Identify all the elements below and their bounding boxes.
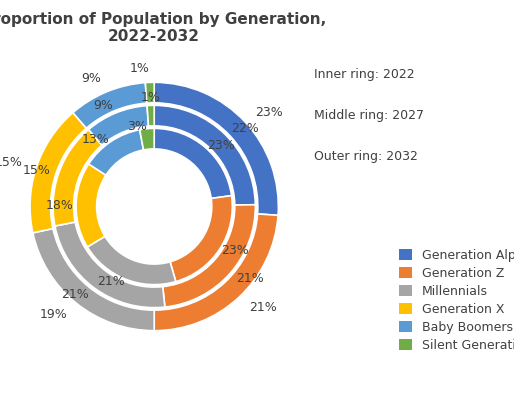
Wedge shape	[140, 128, 154, 150]
Wedge shape	[145, 82, 154, 103]
Wedge shape	[73, 83, 147, 128]
Wedge shape	[30, 113, 86, 233]
Text: 3%: 3%	[127, 120, 146, 133]
Text: 19%: 19%	[40, 308, 67, 321]
Text: Outer ring: 2032: Outer ring: 2032	[314, 150, 417, 164]
Text: 9%: 9%	[81, 72, 101, 85]
Text: 23%: 23%	[207, 140, 234, 152]
Text: 1%: 1%	[140, 91, 160, 104]
Wedge shape	[87, 236, 176, 285]
Wedge shape	[154, 105, 255, 205]
Text: 21%: 21%	[62, 288, 89, 301]
Wedge shape	[88, 130, 143, 175]
Text: 13%: 13%	[82, 133, 109, 147]
Text: 15%: 15%	[23, 164, 51, 177]
Text: Inner ring: 2022: Inner ring: 2022	[314, 68, 414, 81]
Text: Middle ring: 2027: Middle ring: 2027	[314, 109, 424, 122]
Text: 21%: 21%	[97, 275, 125, 288]
Wedge shape	[163, 205, 255, 307]
Text: 21%: 21%	[236, 273, 264, 285]
Text: 9%: 9%	[93, 99, 113, 112]
Text: 23%: 23%	[255, 106, 283, 119]
Text: 22%: 22%	[231, 122, 259, 135]
Wedge shape	[154, 128, 232, 199]
Wedge shape	[147, 105, 154, 126]
Text: 21%: 21%	[249, 301, 277, 314]
Wedge shape	[55, 222, 165, 308]
Text: 1%: 1%	[130, 62, 149, 74]
Wedge shape	[154, 214, 278, 331]
Wedge shape	[53, 130, 102, 226]
Legend: Generation Alpha, Generation Z, Millennials, Generation X, Baby Boomers, Silent : Generation Alpha, Generation Z, Millenni…	[397, 247, 514, 354]
Wedge shape	[154, 82, 279, 215]
Wedge shape	[76, 164, 106, 247]
Text: 18%: 18%	[46, 199, 74, 212]
Wedge shape	[88, 106, 149, 145]
Title: Proportion of Population by Generation,
2022-2032: Proportion of Population by Generation, …	[0, 12, 326, 44]
Text: 23%: 23%	[222, 244, 249, 256]
Wedge shape	[170, 196, 232, 282]
Wedge shape	[33, 228, 154, 331]
Text: 15%: 15%	[0, 156, 23, 169]
